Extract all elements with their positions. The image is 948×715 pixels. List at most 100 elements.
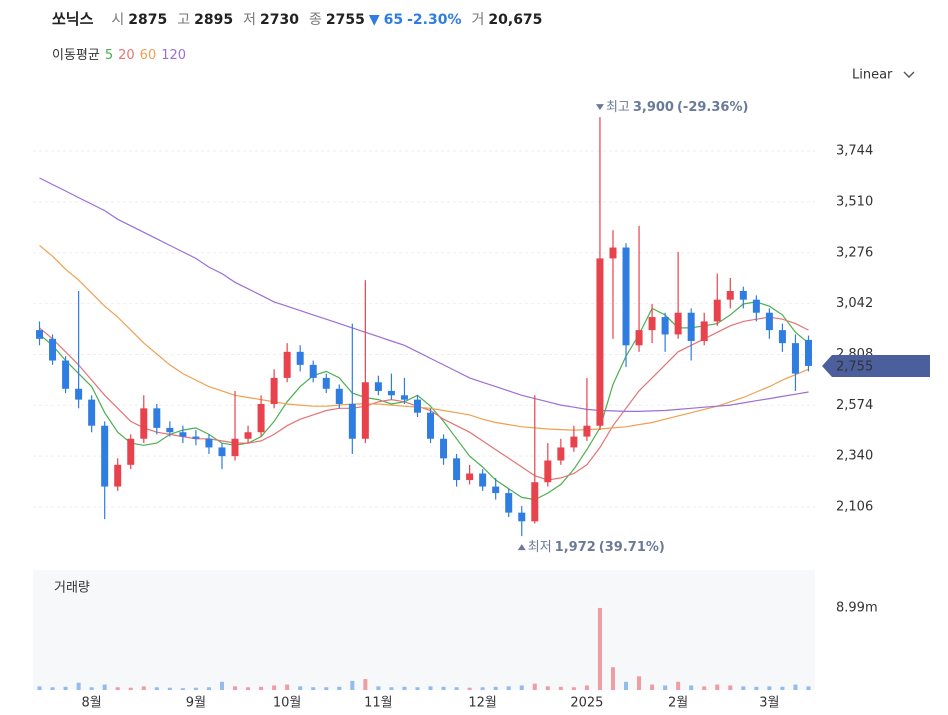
annotation-value: 1,972: [555, 540, 596, 555]
candle-body: [804, 339, 812, 366]
legend-entry: 60: [140, 48, 157, 63]
candle-body: [505, 493, 513, 513]
volume-bar: [180, 688, 185, 690]
change-sign: ▼: [368, 12, 380, 28]
x-tick-label: 12월: [468, 696, 497, 711]
candle-body: [674, 312, 682, 335]
stock-name: 쏘닉스: [52, 10, 94, 28]
volume-bar: [50, 687, 55, 690]
moving-average-line: [39, 244, 809, 431]
volume-bar: [506, 686, 511, 690]
volume-bar: [702, 686, 707, 690]
candle-body: [765, 312, 773, 331]
candle-body: [166, 427, 174, 433]
candle-body: [101, 425, 109, 487]
candle-body: [153, 408, 161, 428]
candle-body: [479, 473, 487, 487]
candle-body: [440, 438, 448, 459]
candle-body: [387, 390, 395, 396]
volume-bar: [89, 687, 94, 690]
volume-bar: [154, 687, 159, 690]
volume-bar: [285, 684, 290, 690]
volume-bar: [624, 681, 629, 690]
volume-bar: [415, 687, 420, 690]
volume-bar: [493, 686, 498, 690]
y-tick-label: 3,510: [836, 194, 873, 209]
candle-body: [296, 351, 304, 365]
candle-body: [687, 312, 695, 341]
volume-bar: [650, 684, 655, 690]
candle-body: [609, 247, 617, 259]
volume-bar: [715, 684, 720, 690]
label: 시: [111, 12, 125, 28]
volume-bar: [545, 686, 550, 690]
volume-bar: [337, 686, 342, 690]
candle-body: [492, 486, 500, 494]
volume-bar: [741, 686, 746, 690]
candle-body: [531, 482, 539, 522]
volume-bar: [467, 687, 472, 690]
value: 2730: [260, 12, 299, 28]
moving-average-line: [39, 316, 809, 481]
price-tag-label: 2,755: [836, 359, 873, 374]
volume-bar: [193, 687, 198, 690]
volume-bar: [37, 686, 42, 690]
volume-bar: [767, 686, 772, 690]
volume-bar: [637, 676, 642, 690]
candle-body: [361, 382, 369, 439]
moving-average-line: [39, 177, 809, 412]
price-tag: [822, 354, 930, 377]
volume-bar: [389, 687, 394, 690]
annotation-change: (-29.36%): [677, 100, 748, 115]
x-tick-label: 3월: [759, 696, 779, 711]
annotation-label: 최고: [606, 100, 630, 115]
label: 종: [308, 12, 322, 28]
candle-body: [752, 299, 760, 313]
candle-body: [713, 299, 721, 322]
volume-bar: [480, 687, 485, 690]
candle-body: [127, 438, 135, 465]
volume-bar: [233, 686, 238, 690]
x-tick-label: 11월: [364, 696, 393, 711]
volume-tick-label: 8.99m: [836, 601, 878, 616]
candle-body: [309, 364, 317, 378]
candle-body: [62, 360, 70, 389]
scale-toggle[interactable]: Linear: [852, 68, 893, 83]
volume-bar: [167, 687, 172, 690]
legend-entry: 5: [105, 48, 113, 63]
candle-body: [49, 338, 57, 361]
volume-bar: [76, 682, 81, 690]
volume-bar: [441, 686, 446, 690]
volume-bar: [376, 686, 381, 690]
candle-body: [231, 438, 239, 457]
legend-entry: 20: [118, 48, 135, 63]
candle-body: [778, 330, 786, 344]
candle-body: [466, 473, 474, 481]
candle-body: [205, 438, 213, 448]
candle-body: [348, 403, 356, 439]
volume-bar: [689, 685, 694, 690]
volume-bar: [584, 685, 589, 690]
volume-bar: [806, 686, 811, 690]
candle-body: [427, 412, 435, 439]
chevron[interactable]: [903, 71, 915, 78]
label: 저: [243, 12, 257, 28]
candle-body: [726, 290, 734, 300]
volume-bar: [311, 687, 316, 690]
volume-pane: [33, 570, 815, 690]
volume-bar: [246, 687, 251, 690]
candle-body: [622, 247, 630, 346]
change-pct: -2.30%: [407, 12, 462, 28]
candle-body: [283, 351, 291, 378]
annotation-value: 3,900: [633, 100, 674, 115]
candle-body: [557, 447, 565, 461]
volume-bar: [558, 686, 563, 690]
candle-body: [648, 317, 656, 331]
candle-body: [270, 377, 278, 404]
volume-bar: [610, 667, 615, 690]
volume-bar: [780, 686, 785, 690]
y-tick-label: 2,574: [836, 398, 873, 413]
volume-bar: [102, 684, 107, 690]
